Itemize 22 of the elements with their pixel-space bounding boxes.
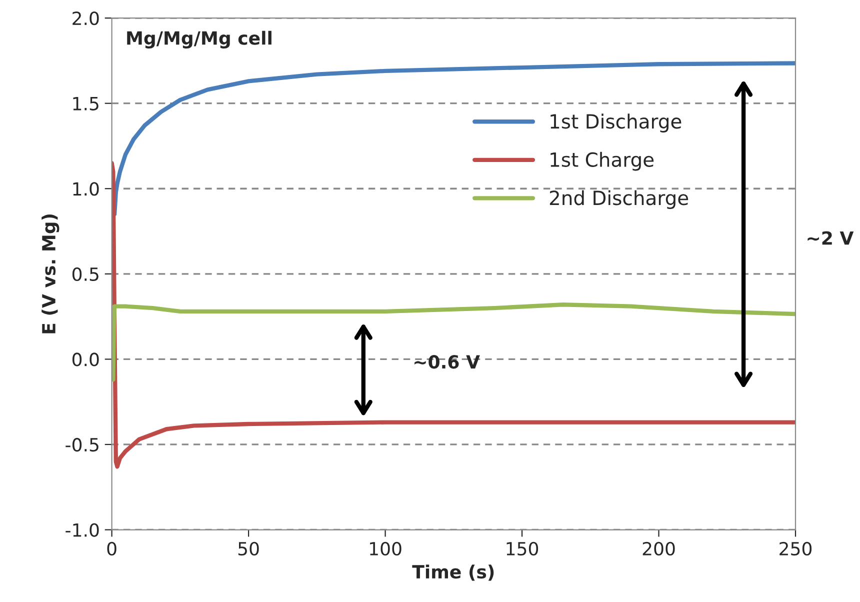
x-tick-label: 200 (642, 542, 675, 556)
annotation: ~0.6 V (414, 355, 480, 369)
text: ~2 V (808, 231, 854, 245)
x-tick-label: 150 (506, 542, 538, 556)
y-tick-label: 1.5 (73, 97, 98, 110)
x-axis-title: Time (s) (412, 564, 494, 581)
y-tick-label: -0.5 (66, 438, 98, 452)
x-tick-label: 0 (107, 542, 116, 556)
legend-label: 1st Charge (550, 152, 654, 171)
y-tick-label: 0.0 (72, 352, 99, 366)
y-tick-label: -1.0 (66, 523, 99, 537)
x-tick-label: 100 (370, 542, 402, 556)
y-tick-label: 2.0 (72, 12, 99, 26)
x-tick-label: 50 (238, 542, 259, 556)
x-tick-label: 250 (780, 542, 812, 556)
y-axis-title: E (V vs. Mg) (42, 214, 60, 334)
line-series (112, 302, 796, 382)
y-tick-label: 0.5 (72, 267, 98, 282)
legend-label: 2nd Discharge (550, 190, 688, 210)
text: Mg/Mg/Mg cell (127, 30, 272, 48)
legend-label: 1st Discharge (550, 114, 682, 132)
y-tick-label: 1.0 (73, 182, 99, 196)
